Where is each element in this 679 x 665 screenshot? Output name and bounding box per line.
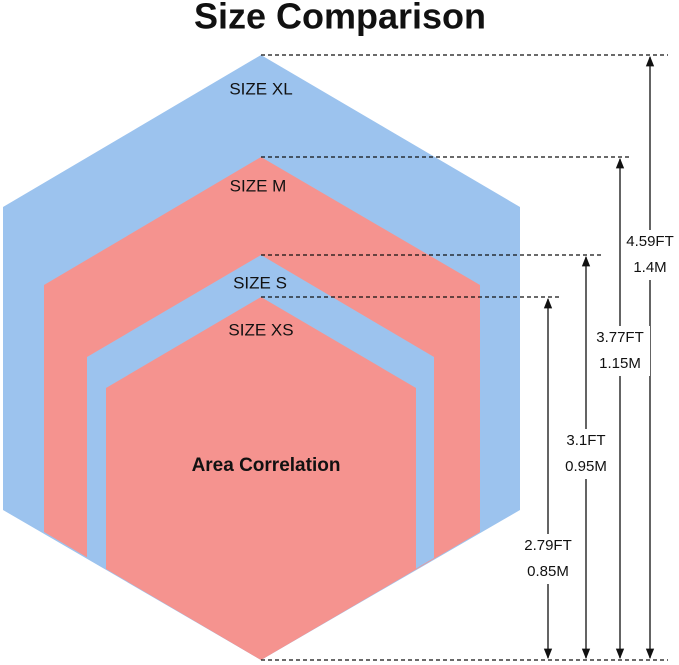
label-background (590, 326, 650, 376)
label-background (518, 534, 578, 584)
label-background (556, 429, 616, 479)
height-meters: 0.95M (565, 458, 607, 475)
size-label: SIZE XS (228, 320, 293, 339)
height-feet: 2.79FT (524, 537, 572, 554)
center-label: Area Correlation (192, 455, 341, 476)
dimensions: SIZE XL 4.59FT 1.4M SIZE M 3.77FT 1.15M SIZE S… (228, 54, 679, 660)
height-feet: 4.59FT (626, 233, 674, 250)
height-feet: 3.1FT (566, 432, 605, 449)
height-meters: 0.85M (527, 563, 569, 580)
height-meters: 1.15M (599, 355, 641, 372)
size-label: SIZE XL (229, 79, 292, 98)
height-feet: 3.77FT (596, 329, 644, 346)
size-label: SIZE S (233, 273, 287, 292)
title: Size Comparison (194, 0, 486, 37)
label-background (620, 230, 679, 280)
hexagon-xs (106, 297, 416, 660)
height-meters: 1.4M (633, 259, 666, 276)
size-label: SIZE M (230, 176, 287, 195)
